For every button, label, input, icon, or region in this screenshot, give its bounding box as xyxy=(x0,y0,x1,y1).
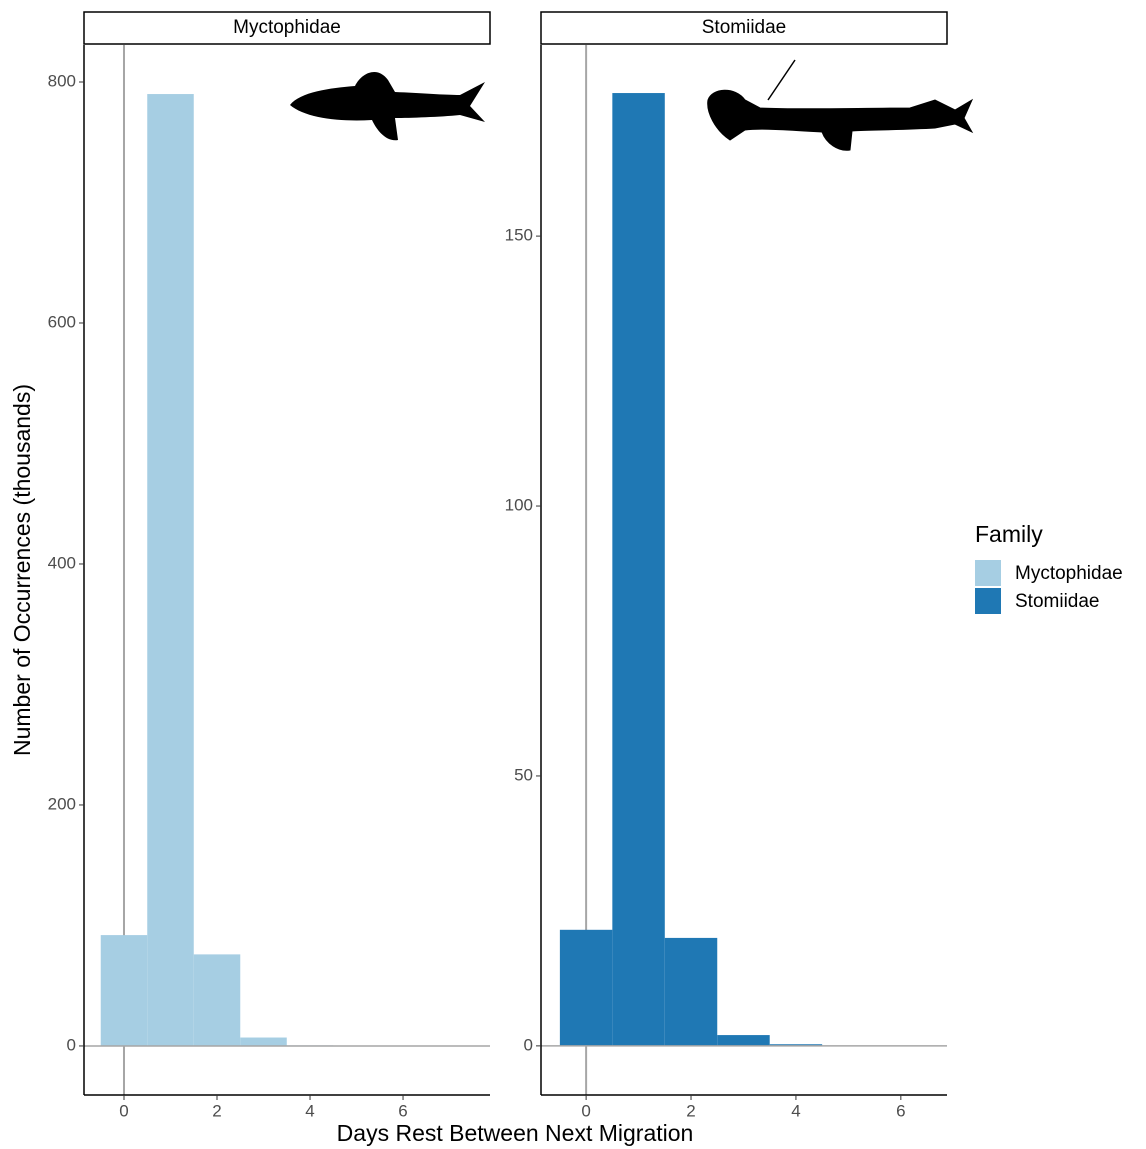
x-tick-label: 4 xyxy=(791,1101,800,1120)
legend-label: Stomiidae xyxy=(1015,591,1100,612)
x-tick-label: 6 xyxy=(896,1101,905,1120)
y-tick-label: 0 xyxy=(67,1035,76,1054)
y-tick-label: 100 xyxy=(505,496,533,515)
x-tick-label: 0 xyxy=(119,1101,128,1120)
y-tick-label: 600 xyxy=(48,312,76,331)
y-axis-label: Number of Occurrences (thousands) xyxy=(9,384,35,756)
chart: Days Rest Between Next Migration Number … xyxy=(0,0,1146,1149)
histogram-bar xyxy=(240,1038,287,1046)
x-axis-label: Days Rest Between Next Migration xyxy=(337,1120,694,1146)
x-tick-label: 4 xyxy=(305,1101,314,1120)
histogram-bar xyxy=(147,94,194,1046)
fish-silhouette xyxy=(290,72,485,140)
legend-key xyxy=(975,588,1001,614)
x-tick-label: 2 xyxy=(212,1101,221,1120)
histogram-bar xyxy=(101,935,148,1046)
y-tick-label: 200 xyxy=(48,794,76,813)
x-tick-label: 2 xyxy=(686,1101,695,1120)
y-tick-label: 150 xyxy=(505,226,533,245)
histogram-bar xyxy=(560,930,612,1046)
y-tick-label: 0 xyxy=(524,1035,533,1054)
facet-title: Stomiidae xyxy=(702,17,787,38)
facet-title: Myctophidae xyxy=(233,17,341,38)
histogram-bar xyxy=(717,1035,769,1046)
legend-key xyxy=(975,560,1001,586)
histogram-bar xyxy=(194,954,241,1046)
legend-label: Myctophidae xyxy=(1015,563,1123,584)
histogram-bar xyxy=(665,938,717,1046)
y-tick-label: 400 xyxy=(48,553,76,572)
x-tick-label: 6 xyxy=(398,1101,407,1120)
y-tick-label: 50 xyxy=(514,765,533,784)
x-tick-label: 0 xyxy=(581,1101,590,1120)
legend-title: Family xyxy=(975,521,1043,547)
y-tick-label: 800 xyxy=(48,71,76,90)
fish-silhouette xyxy=(708,60,972,150)
histogram-bar xyxy=(612,93,664,1046)
